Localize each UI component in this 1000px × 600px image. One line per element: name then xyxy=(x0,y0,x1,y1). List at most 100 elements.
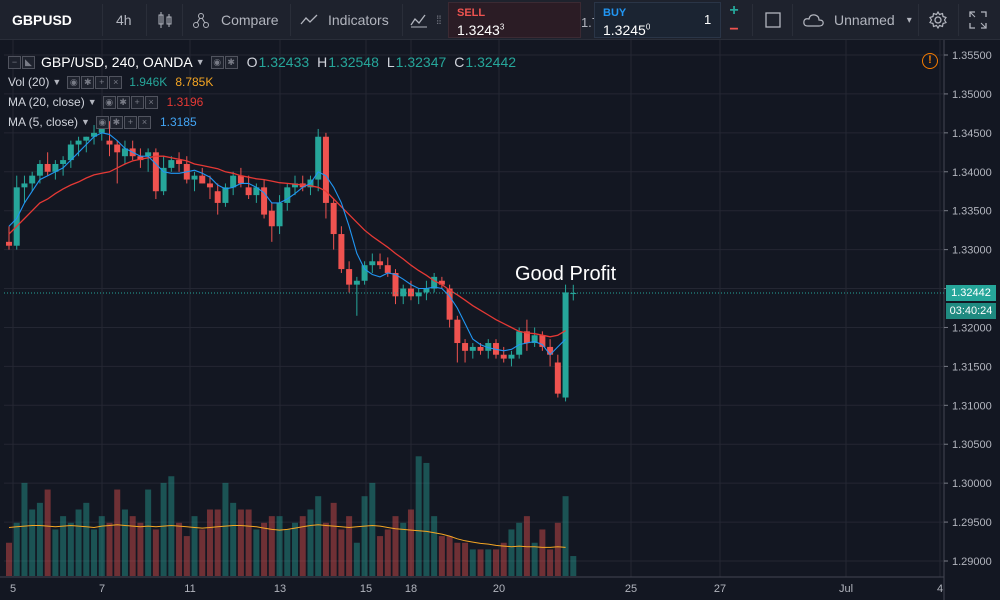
toolbar-divider xyxy=(918,4,919,36)
indicators-label: Indicators xyxy=(328,12,389,28)
chevron-down-icon: ▾ xyxy=(906,14,912,26)
candle-body xyxy=(322,136,329,203)
open-value: 1.32433 xyxy=(258,54,310,70)
settings-button[interactable] xyxy=(928,0,948,40)
quantity-plus-button[interactable]: + xyxy=(729,2,739,19)
candle-body xyxy=(369,261,376,266)
collapse-icon[interactable]: − xyxy=(8,55,21,69)
candle-body xyxy=(261,187,268,215)
price-tick-label: 1.30500 xyxy=(952,439,992,451)
candle-body xyxy=(384,265,391,273)
eye-icon[interactable]: ◉ xyxy=(210,55,224,69)
candle-body xyxy=(44,163,51,172)
alert-icon[interactable]: ! xyxy=(922,53,938,69)
layout-button[interactable]: Unnamed ▾ xyxy=(802,0,912,40)
candle-body xyxy=(361,265,368,281)
candle-body xyxy=(230,175,237,188)
plus-icon[interactable]: + xyxy=(95,75,109,89)
plus-icon[interactable]: + xyxy=(130,95,144,109)
candle-body xyxy=(206,183,213,188)
gear-icon[interactable]: ✱ xyxy=(109,115,123,129)
volume-bar xyxy=(477,549,484,576)
chart-annotation[interactable]: Good Profit xyxy=(515,263,617,285)
price-chart[interactable]: 1.35500 1.35000 1.34500 1.34000 1.33500 1.330… xyxy=(0,40,1000,600)
volume-bar xyxy=(338,529,345,576)
fullscreen-window-button[interactable] xyxy=(764,0,782,40)
chevron-down-icon[interactable]: ▼ xyxy=(195,57,205,67)
candle-body xyxy=(462,343,469,351)
volume-bar xyxy=(377,536,384,576)
close-icon[interactable]: × xyxy=(109,75,123,89)
templates-button[interactable] xyxy=(410,0,428,40)
price-tick-label: 1.34000 xyxy=(952,167,992,179)
quantity-value[interactable]: 1 xyxy=(704,12,712,27)
gear-icon[interactable]: ✱ xyxy=(81,75,95,89)
plus-icon[interactable]: + xyxy=(123,115,137,129)
candle-body xyxy=(13,187,20,246)
eye-icon[interactable]: ◉ xyxy=(67,75,81,89)
toolbar-divider xyxy=(958,4,959,36)
candle-body xyxy=(531,335,538,344)
candle-body xyxy=(516,331,523,355)
ma20-title[interactable]: MA (20, close) xyxy=(8,95,85,109)
chevron-down-icon[interactable]: ▼ xyxy=(87,97,97,107)
price-tick-label: 1.35500 xyxy=(952,50,992,62)
indicators-button[interactable]: Indicators xyxy=(300,0,389,40)
chevron-down-icon[interactable]: ▼ xyxy=(81,117,90,127)
sell-button[interactable]: SELL 1.32433 1.7 xyxy=(448,2,599,38)
candles-icon xyxy=(158,12,172,28)
volume-bar xyxy=(570,556,577,576)
time-tick-label: 5 xyxy=(10,583,16,595)
volume-bar xyxy=(361,496,368,576)
price-tick-label: 1.29000 xyxy=(952,556,992,568)
compare-button[interactable]: Compare xyxy=(192,0,279,40)
price-tick-label: 1.35000 xyxy=(952,89,992,101)
volume-bar xyxy=(268,516,275,576)
ma20-line xyxy=(8,155,566,338)
price-tick-label: 1.29500 xyxy=(952,517,992,529)
volume-bar xyxy=(44,489,51,576)
time-tick-label: 27 xyxy=(714,583,726,595)
candle-body xyxy=(137,156,144,161)
buy-button[interactable]: BUY 1.32450 xyxy=(594,2,721,38)
volume-bar xyxy=(91,529,98,576)
symbol-flag-icon: ◣ xyxy=(22,55,35,69)
time-tick-label: 4 xyxy=(937,583,943,595)
chevron-down-icon[interactable]: ▼ xyxy=(52,77,62,87)
time-tick-label: 13 xyxy=(274,583,286,595)
main-series-title[interactable]: GBP/USD, 240, OANDA xyxy=(41,54,193,70)
eye-icon[interactable]: ◉ xyxy=(95,115,109,129)
time-tick-label: 11 xyxy=(184,583,195,595)
candle-body xyxy=(415,292,422,297)
candle-body xyxy=(485,343,492,351)
volume-bar xyxy=(384,529,391,576)
fullscreen-button[interactable] xyxy=(968,0,988,40)
candle-body xyxy=(346,269,353,285)
volume-title[interactable]: Vol (20) xyxy=(8,75,50,89)
symbol-search[interactable]: GBPUSD xyxy=(12,12,72,28)
interval-button[interactable]: 4h xyxy=(116,12,132,28)
candles-style-button[interactable] xyxy=(156,0,174,40)
ma5-title[interactable]: MA (5, close) xyxy=(8,115,79,129)
close-icon[interactable]: × xyxy=(137,115,151,129)
volume-bar xyxy=(237,509,244,576)
volume-bar xyxy=(253,529,260,576)
gear-icon[interactable]: ✱ xyxy=(224,55,238,69)
volume-bar xyxy=(106,522,113,576)
volume-bar xyxy=(183,536,190,576)
gear-icon[interactable]: ✱ xyxy=(116,95,130,109)
drag-handle-icon[interactable]: ⁞⁞ xyxy=(436,13,442,27)
volume-bar xyxy=(245,509,252,576)
layout-name: Unnamed xyxy=(834,12,895,28)
volume-bar xyxy=(307,509,314,576)
toolbar-divider xyxy=(146,4,147,36)
eye-icon[interactable]: ◉ xyxy=(102,95,116,109)
volume-bar xyxy=(438,536,445,576)
countdown-badge: 03:40:24 xyxy=(946,303,996,319)
volume-bar xyxy=(423,462,430,576)
volume-bar xyxy=(431,516,438,576)
sell-label: SELL xyxy=(457,7,486,19)
quantity-minus-button[interactable]: − xyxy=(729,21,739,38)
volume-bar xyxy=(392,516,399,576)
close-icon[interactable]: × xyxy=(144,95,158,109)
